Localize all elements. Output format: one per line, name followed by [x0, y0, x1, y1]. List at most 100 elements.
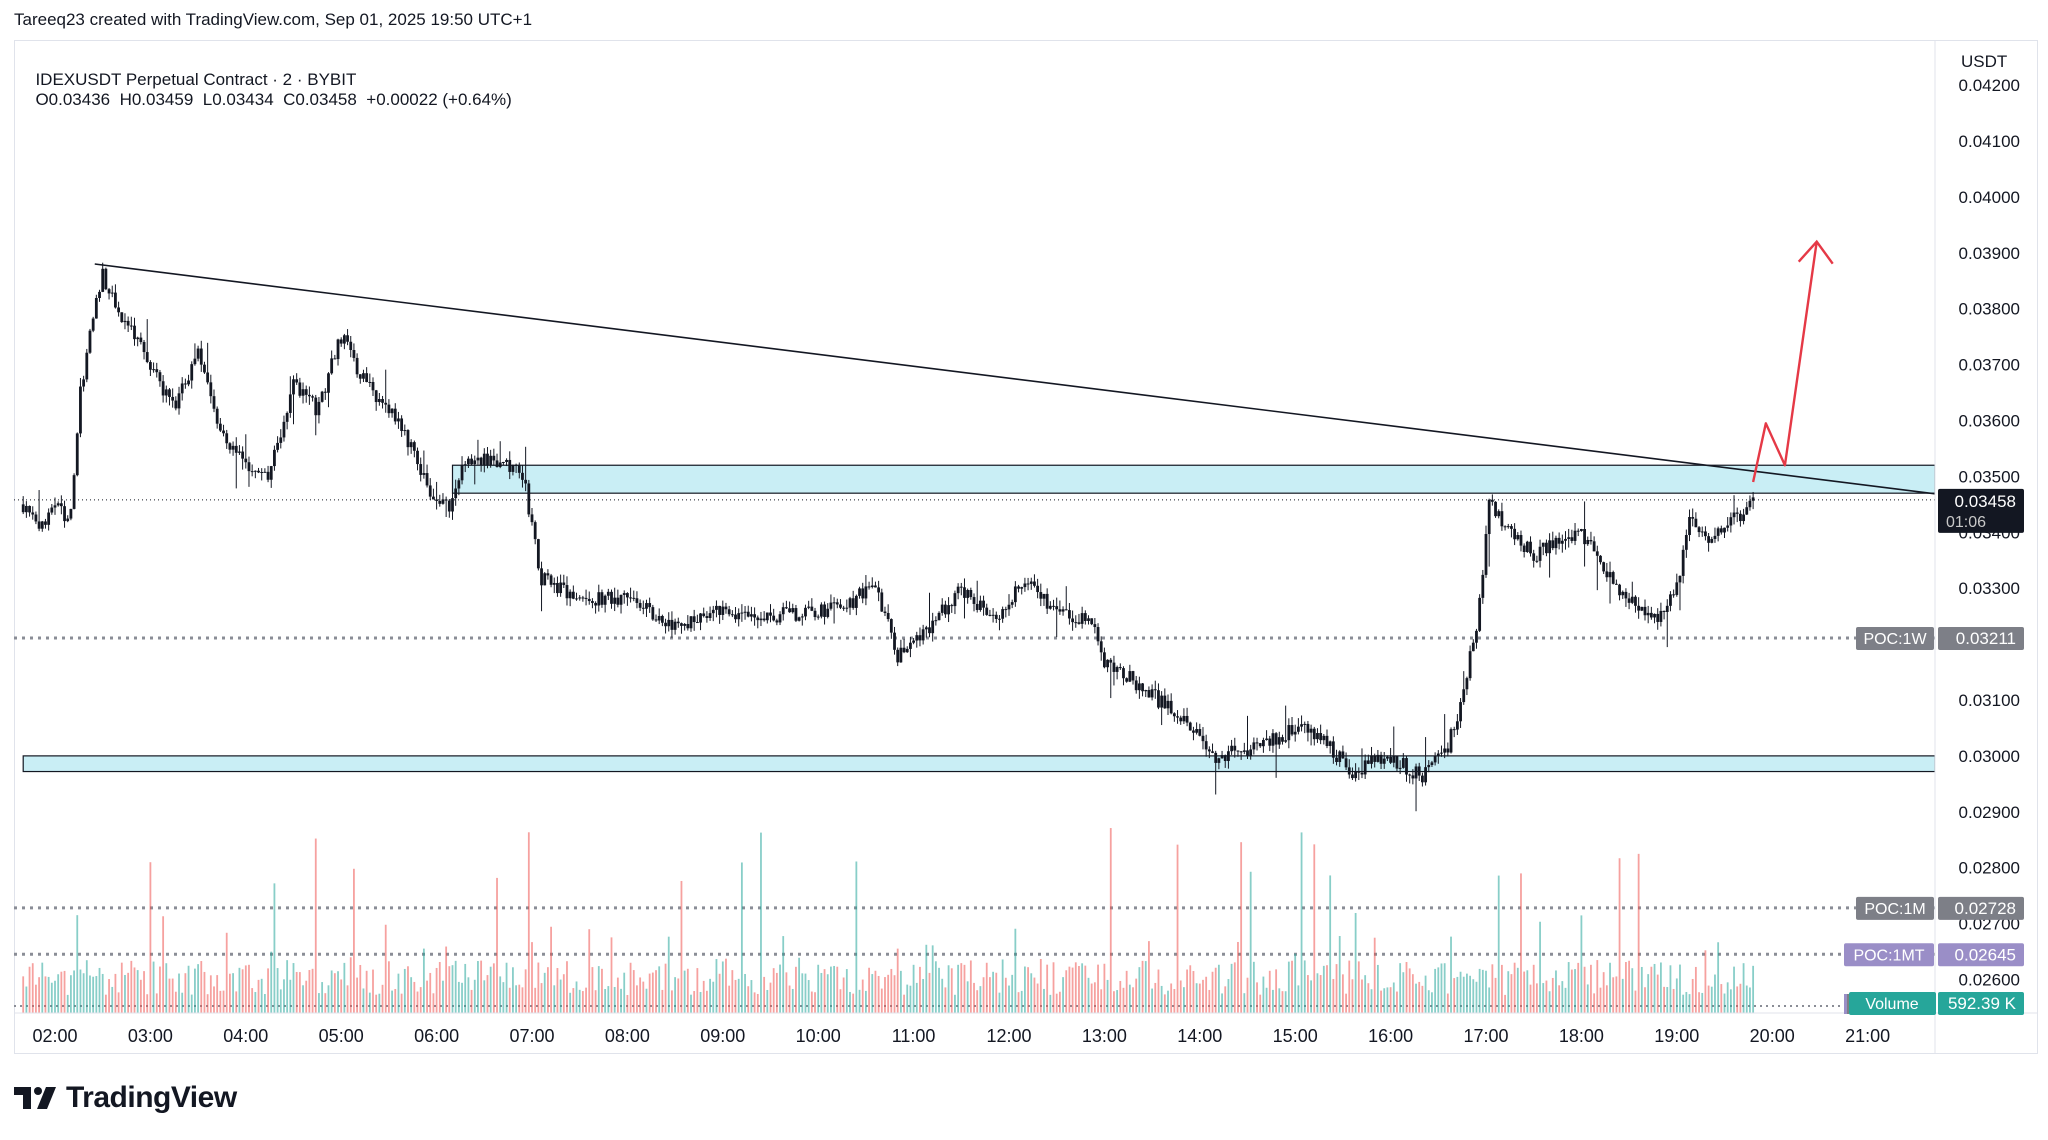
volume-bar: [1599, 987, 1602, 1013]
volume-bar: [1742, 963, 1745, 1013]
candle-body: [1268, 738, 1272, 746]
volume-bar: [1125, 970, 1128, 1013]
candle-body: [1115, 667, 1119, 672]
candle-body: [1160, 695, 1164, 708]
volume-bar: [960, 963, 963, 1013]
volume-bar: [1090, 983, 1093, 1013]
chart-frame: [14, 40, 2038, 1054]
time-axis[interactable]: 02:00 03:00 04:00 05:00 06:00 07:00 08:00 09:00…: [32, 1026, 1890, 1046]
volume-bar: [957, 964, 960, 1013]
candle-body: [950, 605, 954, 607]
volume-bar: [823, 969, 826, 1013]
volume-bar: [451, 965, 454, 1013]
poc-badge[interactable]: POC:1MT 0.02645: [1844, 943, 2024, 967]
volume-bar: [120, 962, 123, 1013]
volume-bar: [604, 989, 607, 1013]
volume-bar: [1542, 983, 1545, 1013]
last-price-badge[interactable]: 0.03458 01:06: [1938, 488, 2024, 533]
candle-body: [59, 503, 63, 507]
candle-body: [1414, 766, 1418, 779]
volume-bar: [289, 979, 292, 1013]
volume-bar: [658, 966, 661, 1013]
poc-badge[interactable]: POC:1W 0.03211: [1856, 626, 2024, 650]
candle-body: [889, 619, 893, 633]
symbol-legend[interactable]: IDEXUSDT Perpetual Contract · 2 · BYBIT …: [26, 50, 511, 110]
plot-area[interactable]: [14, 239, 1939, 1013]
candle-body: [1010, 602, 1014, 605]
candle-body: [1468, 651, 1472, 679]
candle-body: [1510, 526, 1513, 529]
candle-body: [969, 590, 973, 598]
price-scale-currency[interactable]: USDT: [1961, 52, 2008, 71]
candle-body: [482, 453, 486, 465]
volume-bar: [273, 883, 276, 1013]
volume-bar: [712, 981, 715, 1013]
candle-body: [1163, 695, 1167, 709]
volume-bar: [833, 965, 835, 1013]
volume-bar: [70, 975, 72, 1013]
candle-body: [727, 609, 731, 615]
tradingview-logo[interactable]: TradingView: [14, 1081, 237, 1115]
volume-bar: [1691, 978, 1694, 1013]
resistance-zone[interactable]: [451, 464, 1936, 494]
candle-body: [263, 471, 267, 473]
candle-body: [390, 408, 394, 414]
candle-body: [737, 613, 741, 620]
candle-body: [1627, 598, 1631, 603]
volume-bar: [1313, 844, 1316, 1013]
volume-bar: [1214, 967, 1217, 1013]
candle-body: [168, 389, 171, 397]
candle-body: [69, 508, 73, 519]
candle-body: [1042, 593, 1046, 599]
volume-bar: [1396, 991, 1398, 1013]
volume-bar: [283, 979, 285, 1013]
candle-body: [1567, 537, 1571, 539]
candle-body: [1376, 754, 1380, 762]
volume-bar: [820, 972, 823, 1013]
projection-arrow[interactable]: [1751, 241, 1818, 483]
time-tick-label: 11:00: [892, 1026, 936, 1046]
candle-body: [241, 451, 245, 459]
volume-badge[interactable]: Volume 592.39 K: [1844, 992, 2024, 1015]
volume-bar: [422, 948, 425, 1013]
volume-bar: [1440, 963, 1443, 1013]
volume-bar: [839, 989, 842, 1013]
candle-body: [425, 473, 429, 486]
candle-body: [1700, 531, 1704, 533]
candle-body: [1093, 624, 1097, 628]
candle-body: [1128, 671, 1132, 682]
candle-body: [1684, 535, 1688, 550]
volume-bar: [1539, 921, 1541, 1013]
candle-body: [1446, 748, 1450, 753]
descending-trendline[interactable]: [94, 263, 1939, 495]
candle-body: [645, 603, 648, 609]
time-tick-label: 08:00: [605, 1026, 650, 1046]
symbol-name[interactable]: IDEXUSDT Perpetual Contract · 2 · BYBIT: [35, 70, 357, 89]
volume-bar: [1227, 979, 1230, 1013]
poc-value: 0.02645: [1955, 945, 2016, 964]
candle-body: [810, 606, 814, 611]
volume-bar: [1704, 950, 1707, 1013]
volume-bar: [601, 968, 603, 1013]
support-zone[interactable]: [22, 755, 1935, 773]
volume-bar: [880, 988, 883, 1013]
poc-badge[interactable]: POC:1M 0.02728: [1856, 896, 2024, 920]
candle-body: [1723, 527, 1726, 533]
candle-body: [699, 613, 702, 623]
volume-bar: [718, 973, 721, 1013]
volume-bar: [1488, 987, 1491, 1013]
candle-body: [845, 607, 849, 609]
volume-bar: [1230, 963, 1233, 1013]
volume-bar: [747, 986, 750, 1013]
candle-body: [1573, 530, 1577, 541]
volume-bar: [1408, 968, 1411, 1013]
volume-bar: [63, 970, 66, 1013]
volume-bar: [305, 980, 308, 1013]
volume-bar: [1052, 962, 1055, 1013]
volume-bar: [756, 993, 759, 1013]
candle-body: [1405, 758, 1408, 775]
candle-body: [164, 389, 168, 396]
volume-bar: [257, 979, 260, 1013]
candle-body: [521, 472, 524, 480]
